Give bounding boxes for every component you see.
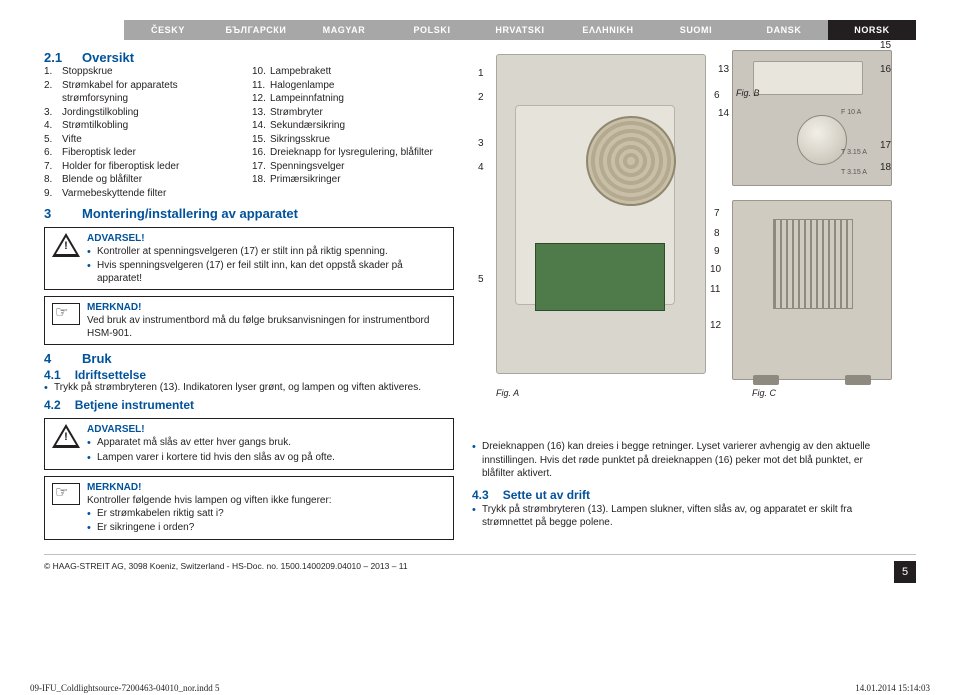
warning-box-2: ! ADVARSEL! Apparatet må slås av etter h… bbox=[44, 418, 454, 470]
tab-dansk[interactable]: DANSK bbox=[740, 20, 828, 40]
note-icon bbox=[51, 481, 81, 507]
warning-box-1: ! ADVARSEL! Kontroller at spenningsvelge… bbox=[44, 227, 454, 290]
page: ČESKY БЪЛГАРСКИ MAGYAR POLSKI HRVATSKI Ε… bbox=[0, 0, 960, 695]
transformer-icon bbox=[586, 116, 676, 206]
right-text: Dreieknappen (16) kan dreies i begge ret… bbox=[472, 440, 892, 530]
section-3-heading: 3 Montering/installering av apparatet bbox=[44, 206, 454, 221]
indd-timestamp: 14.01.2014 15:14:03 bbox=[855, 683, 930, 693]
overview-list: 1.Stoppskrue 2.Strømkabel for apparatets… bbox=[44, 65, 454, 200]
tab-bulgarian[interactable]: БЪЛГАРСКИ bbox=[212, 20, 300, 40]
pcb-icon bbox=[535, 243, 665, 311]
note-icon bbox=[51, 301, 81, 327]
section-4-heading: 4 Bruk bbox=[44, 351, 454, 366]
tab-polski[interactable]: POLSKI bbox=[388, 20, 476, 40]
section-2.1-heading: 2.1 Oversikt bbox=[44, 50, 454, 65]
right-column: 1 2 3 4 5 6 7 8 9 10 11 12 Fig. A F 10 A… bbox=[472, 50, 892, 540]
section-number: 2.1 bbox=[44, 50, 68, 65]
warning-icon: ! bbox=[51, 423, 81, 449]
section-4.1-heading: 4.1 Idriftsettelse bbox=[44, 368, 454, 382]
tab-cesky[interactable]: ČESKY bbox=[124, 20, 212, 40]
indesign-slug: 09-IFU_Coldlightsource-7200463-04010_nor… bbox=[0, 681, 960, 695]
section-title: Oversikt bbox=[82, 50, 134, 65]
page-number: 5 bbox=[894, 561, 916, 583]
figure-a bbox=[496, 54, 706, 374]
list-col-right: 10.Lampebrakett 11.Halogenlampe 12.Lampe… bbox=[252, 65, 454, 200]
note-box-1: MERKNAD! Ved bruk av instrumentbord må d… bbox=[44, 296, 454, 345]
figure-b: F 10 A T 3.15 A T 3.15 A bbox=[732, 50, 892, 186]
section-4.2-heading: 4.2 Betjene instrumentet bbox=[44, 398, 454, 412]
note-box-2: MERKNAD! Kontroller følgende hvis lampen… bbox=[44, 476, 454, 541]
section-4.3-heading: 4.3 Sette ut av drift bbox=[472, 487, 892, 503]
rotary-knob-icon bbox=[797, 115, 847, 165]
figures-area: 1 2 3 4 5 6 7 8 9 10 11 12 Fig. A F 10 A… bbox=[472, 50, 892, 430]
content: 2.1 Oversikt 1.Stoppskrue 2.Strømkabel f… bbox=[44, 50, 916, 540]
figure-c bbox=[732, 200, 892, 380]
copyright: © HAAG-STREIT AG, 3098 Koeniz, Switzerla… bbox=[44, 561, 408, 583]
list-col-left: 1.Stoppskrue 2.Strømkabel for apparatets… bbox=[44, 65, 246, 200]
tab-magyar[interactable]: MAGYAR bbox=[300, 20, 388, 40]
tab-greek[interactable]: ΕΛΛΗΝΙΚΗ bbox=[564, 20, 652, 40]
left-column: 2.1 Oversikt 1.Stoppskrue 2.Strømkabel f… bbox=[44, 50, 454, 540]
tab-suomi[interactable]: SUOMI bbox=[652, 20, 740, 40]
indd-file: 09-IFU_Coldlightsource-7200463-04010_nor… bbox=[30, 683, 220, 693]
tab-hrvatski[interactable]: HRVATSKI bbox=[476, 20, 564, 40]
footer: © HAAG-STREIT AG, 3098 Koeniz, Switzerla… bbox=[44, 554, 916, 583]
switch-plate-icon bbox=[753, 61, 863, 95]
tab-norsk[interactable]: NORSK bbox=[828, 20, 916, 40]
language-tabs: ČESKY БЪЛГАРСКИ MAGYAR POLSKI HRVATSKI Ε… bbox=[124, 20, 916, 40]
warning-icon: ! bbox=[51, 232, 81, 258]
vent-grille-icon bbox=[773, 219, 853, 309]
